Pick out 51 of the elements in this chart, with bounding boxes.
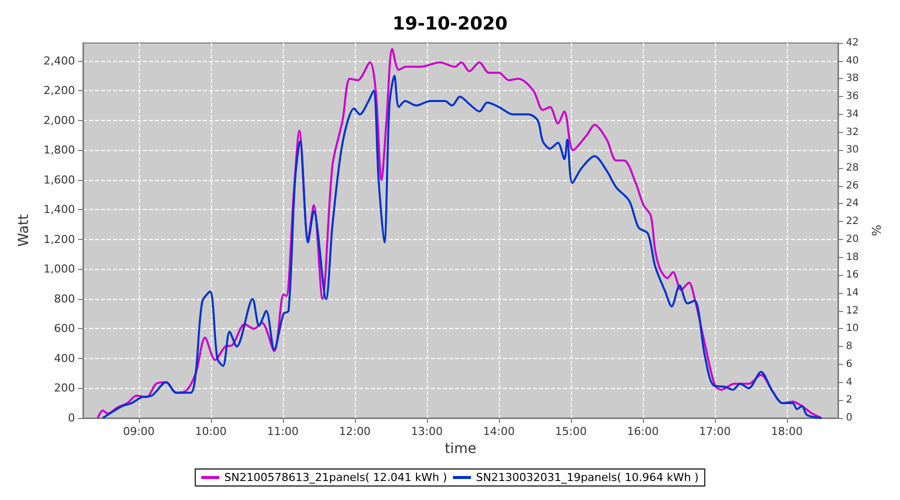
x-tick-label: 09:00 (122, 425, 155, 438)
y2-tick-label: 14 (846, 288, 859, 298)
y2-axis-title: % (869, 224, 883, 236)
legend-label: SN2130032031_19panels( 10.964 kWh ) (476, 471, 699, 484)
y2-tick-label: 8 (846, 341, 852, 352)
y2-tick-label: 18 (846, 252, 859, 263)
y-tick-label: 1,800 (44, 144, 75, 157)
y2-tick-label: 40 (846, 55, 859, 66)
x-tick-label: 12:00 (338, 425, 371, 438)
x-tick-label: 15:00 (555, 425, 587, 438)
y2-tick-label: 2 (846, 394, 852, 406)
y-tick-label: 800 (54, 292, 75, 306)
legend-label: SN2100578613_21panels( 12.041 kWh ) (224, 471, 448, 484)
y-tick-label: 400 (54, 352, 75, 365)
y-tick-label: 200 (54, 382, 75, 395)
y2-tick-label: 38 (846, 73, 859, 84)
y-tick-label: 1,000 (44, 262, 75, 276)
y2-tick-label: 26 (846, 180, 859, 192)
y-tick-label: 1,400 (44, 203, 75, 216)
y-tick-label: 2,400 (44, 54, 75, 68)
y2-tick-label: 24 (846, 198, 859, 210)
x-tick-label: 17:00 (699, 425, 731, 438)
y2-tick-label: 12 (846, 305, 859, 316)
x-tick-label: 14:00 (482, 425, 515, 438)
y2-tick-label: 30 (846, 144, 859, 156)
y-tick-label: 0 (68, 412, 75, 424)
y2-tick-label: 6 (846, 358, 852, 370)
y2-tick-label: 36 (846, 91, 859, 102)
y2-tick-label: 16 (846, 270, 859, 281)
y-axis-title: Watt (16, 214, 32, 247)
x-axis-title: time (444, 441, 476, 457)
y-tick-label: 1,200 (44, 232, 75, 246)
y-tick-label: 600 (54, 322, 75, 336)
x-tick-label: 10:00 (194, 425, 227, 438)
y-tick-label: 1,600 (44, 173, 75, 186)
x-tick-label: 13:00 (410, 425, 443, 438)
y2-tick-label: 0 (846, 412, 852, 424)
y2-tick-label: 34 (846, 108, 859, 120)
chart-title: 19-10-2020 (392, 14, 508, 34)
x-tick-label: 16:00 (627, 425, 659, 438)
y2-tick-label: 10 (846, 323, 859, 334)
y2-tick-label: 28 (846, 162, 859, 174)
x-tick-label: 18:00 (771, 425, 803, 438)
y2-tick-label: 4 (846, 376, 852, 388)
x-tick-label: 11:00 (266, 425, 299, 438)
y-tick-label: 2,200 (44, 84, 75, 98)
y2-tick-label: 42 (846, 38, 859, 48)
y2-tick-label: 20 (846, 234, 859, 245)
y-tick-label: 2,000 (44, 114, 75, 127)
y2-tick-label: 32 (846, 126, 859, 138)
y2-tick-label: 22 (846, 216, 859, 228)
